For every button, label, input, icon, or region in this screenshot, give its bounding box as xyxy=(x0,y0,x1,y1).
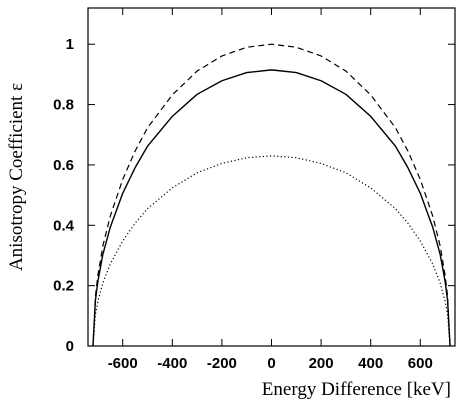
y-tick-label: 1 xyxy=(66,36,74,53)
x-tick-label: -200 xyxy=(207,355,237,372)
x-tick-label: -400 xyxy=(157,355,187,372)
y-tick-label: 0 xyxy=(66,338,74,355)
y-axis-title: Anisotropy Coefficient ε xyxy=(6,83,27,271)
x-tick-label: 200 xyxy=(309,355,334,372)
plot-frame xyxy=(87,7,456,347)
x-tick-label: -600 xyxy=(108,355,138,372)
series-line-solid xyxy=(92,69,451,347)
x-tick-label: 400 xyxy=(358,355,383,372)
y-tick-label: 0.6 xyxy=(53,157,74,174)
series-layer xyxy=(92,43,451,347)
series-line-dashed xyxy=(92,43,451,347)
x-ticks: -600 -400 -200 0 200 400 600 xyxy=(108,8,433,372)
x-tick-label: 600 xyxy=(408,355,433,372)
x-axis-title: Energy Difference [keV] xyxy=(262,379,451,400)
x-tick-label: 0 xyxy=(267,355,275,372)
y-ticks: 0 0.2 0.4 0.6 0.8 1 xyxy=(53,36,455,355)
y-tick-label: 0.2 xyxy=(53,278,74,295)
y-tick-label: 0.8 xyxy=(53,97,74,114)
series-line-dotted xyxy=(92,155,451,347)
y-tick-label: 0.4 xyxy=(53,217,75,234)
